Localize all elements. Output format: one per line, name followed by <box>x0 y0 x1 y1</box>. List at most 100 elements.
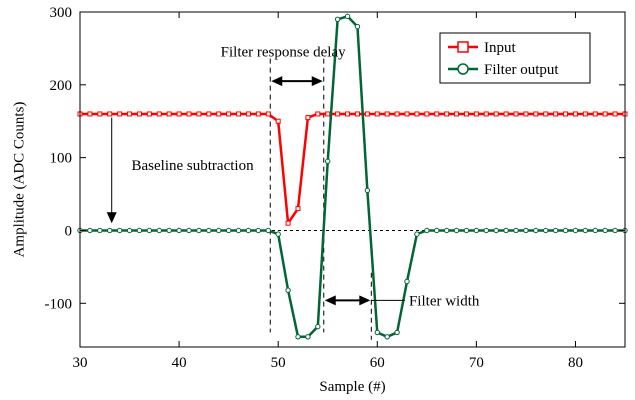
annotation-filter-width: Filter width <box>409 293 480 309</box>
data-point-filter-output <box>295 334 301 340</box>
data-point-input <box>513 111 519 117</box>
data-point-input <box>493 111 499 117</box>
data-point-filter-output <box>533 227 539 234</box>
data-point-filter-output <box>126 227 133 234</box>
annotation-filter-response-delay: Filter response delay <box>221 44 346 60</box>
data-point-input <box>255 111 261 117</box>
data-point-input <box>612 111 618 117</box>
y-tick-label: 100 <box>50 151 73 167</box>
data-point-filter-output <box>592 227 598 234</box>
data-point-input <box>553 111 559 117</box>
data-point-input <box>216 111 222 117</box>
data-point-input <box>473 111 479 117</box>
data-point-input <box>434 111 440 117</box>
data-point-filter-output <box>245 227 252 234</box>
data-point-filter-output <box>384 334 390 340</box>
data-point-input <box>394 111 400 117</box>
x-tick-label: 80 <box>568 355 583 371</box>
data-point-filter-output <box>136 227 143 234</box>
data-point-input <box>156 111 162 117</box>
data-point-filter-output <box>107 227 113 234</box>
data-point-filter-output <box>602 227 608 234</box>
data-point-filter-output <box>344 13 351 20</box>
data-point-input <box>166 111 172 117</box>
data-point-input <box>176 111 182 117</box>
data-point-input <box>97 111 103 117</box>
data-point-filter-output <box>166 227 172 234</box>
data-point-input <box>414 111 420 117</box>
data-point-input <box>305 115 311 121</box>
data-point-input <box>236 111 242 117</box>
data-point-filter-output <box>364 187 371 194</box>
data-point-filter-output <box>463 227 470 234</box>
data-point-input <box>503 111 509 117</box>
annotation-lines <box>80 58 625 340</box>
data-point-filter-output <box>572 227 579 234</box>
delay-arrow-head-left <box>271 76 283 87</box>
x-tick-label: 40 <box>172 355 187 371</box>
annotation-arrows <box>106 76 405 306</box>
data-point-input <box>335 111 341 117</box>
data-point-input <box>285 220 291 226</box>
legend-label-filter-output: Filter output <box>484 62 559 78</box>
width-arrow-head-right <box>359 295 371 306</box>
data-point-input <box>117 111 123 117</box>
x-axis-title: Sample (#) <box>319 379 385 395</box>
data-point-filter-output <box>265 227 271 234</box>
data-point-filter-output <box>334 16 341 22</box>
data-point-filter-output <box>305 334 311 340</box>
data-point-input <box>186 111 192 117</box>
x-tick-label: 70 <box>469 355 484 371</box>
data-point-input <box>543 111 549 117</box>
data-point-input <box>404 111 410 117</box>
x-tick-label: 30 <box>73 355 88 371</box>
data-point-input <box>523 111 529 117</box>
data-point-input <box>107 111 113 117</box>
data-point-input <box>245 111 251 117</box>
y-axis-title: Amplitude (ADC Counts) <box>11 102 27 258</box>
data-point-filter-output <box>176 227 182 234</box>
data-point-input <box>454 111 460 117</box>
y-tick-label: 300 <box>50 5 73 21</box>
legend-label-input: Input <box>484 40 516 56</box>
data-point-input <box>295 206 301 212</box>
data-point-filter-output <box>483 227 489 234</box>
data-point-filter-output <box>255 227 262 234</box>
data-point-input <box>533 111 539 117</box>
data-point-input <box>136 111 142 117</box>
data-point-filter-output <box>325 158 331 164</box>
data-point-filter-output <box>196 227 202 234</box>
delay-arrow-head-right <box>311 76 323 87</box>
data-point-input <box>146 111 152 117</box>
data-point-filter-output <box>612 227 618 234</box>
data-point-input <box>592 111 598 117</box>
data-point-filter-output <box>146 227 153 234</box>
data-point-input <box>226 111 232 117</box>
data-point-filter-output <box>434 227 440 234</box>
y-tick-label: -100 <box>45 296 73 312</box>
data-point-input <box>364 111 370 117</box>
data-point-input <box>572 111 578 117</box>
data-point-input <box>315 111 321 117</box>
data-point-filter-output <box>374 329 380 336</box>
data-point-filter-output <box>493 227 499 234</box>
data-point-input <box>206 111 212 117</box>
data-point-input <box>127 111 133 117</box>
baseline-arrow-head <box>106 212 117 224</box>
legend-marker-input <box>457 41 469 53</box>
data-point-input <box>345 111 351 117</box>
y-tick-label: 200 <box>50 78 73 94</box>
data-point-input <box>582 111 588 117</box>
data-point-filter-output <box>116 227 123 234</box>
data-point-filter-output <box>285 287 291 293</box>
width-arrow-head-left <box>324 295 336 306</box>
data-point-input <box>563 111 569 117</box>
data-point-filter-output <box>354 23 361 30</box>
data-point-input <box>265 111 271 117</box>
data-point-input <box>444 111 450 117</box>
data-point-filter-output <box>87 227 93 234</box>
data-point-filter-output <box>225 227 232 234</box>
x-tick-label: 50 <box>271 355 286 371</box>
data-point-filter-output <box>543 227 549 234</box>
